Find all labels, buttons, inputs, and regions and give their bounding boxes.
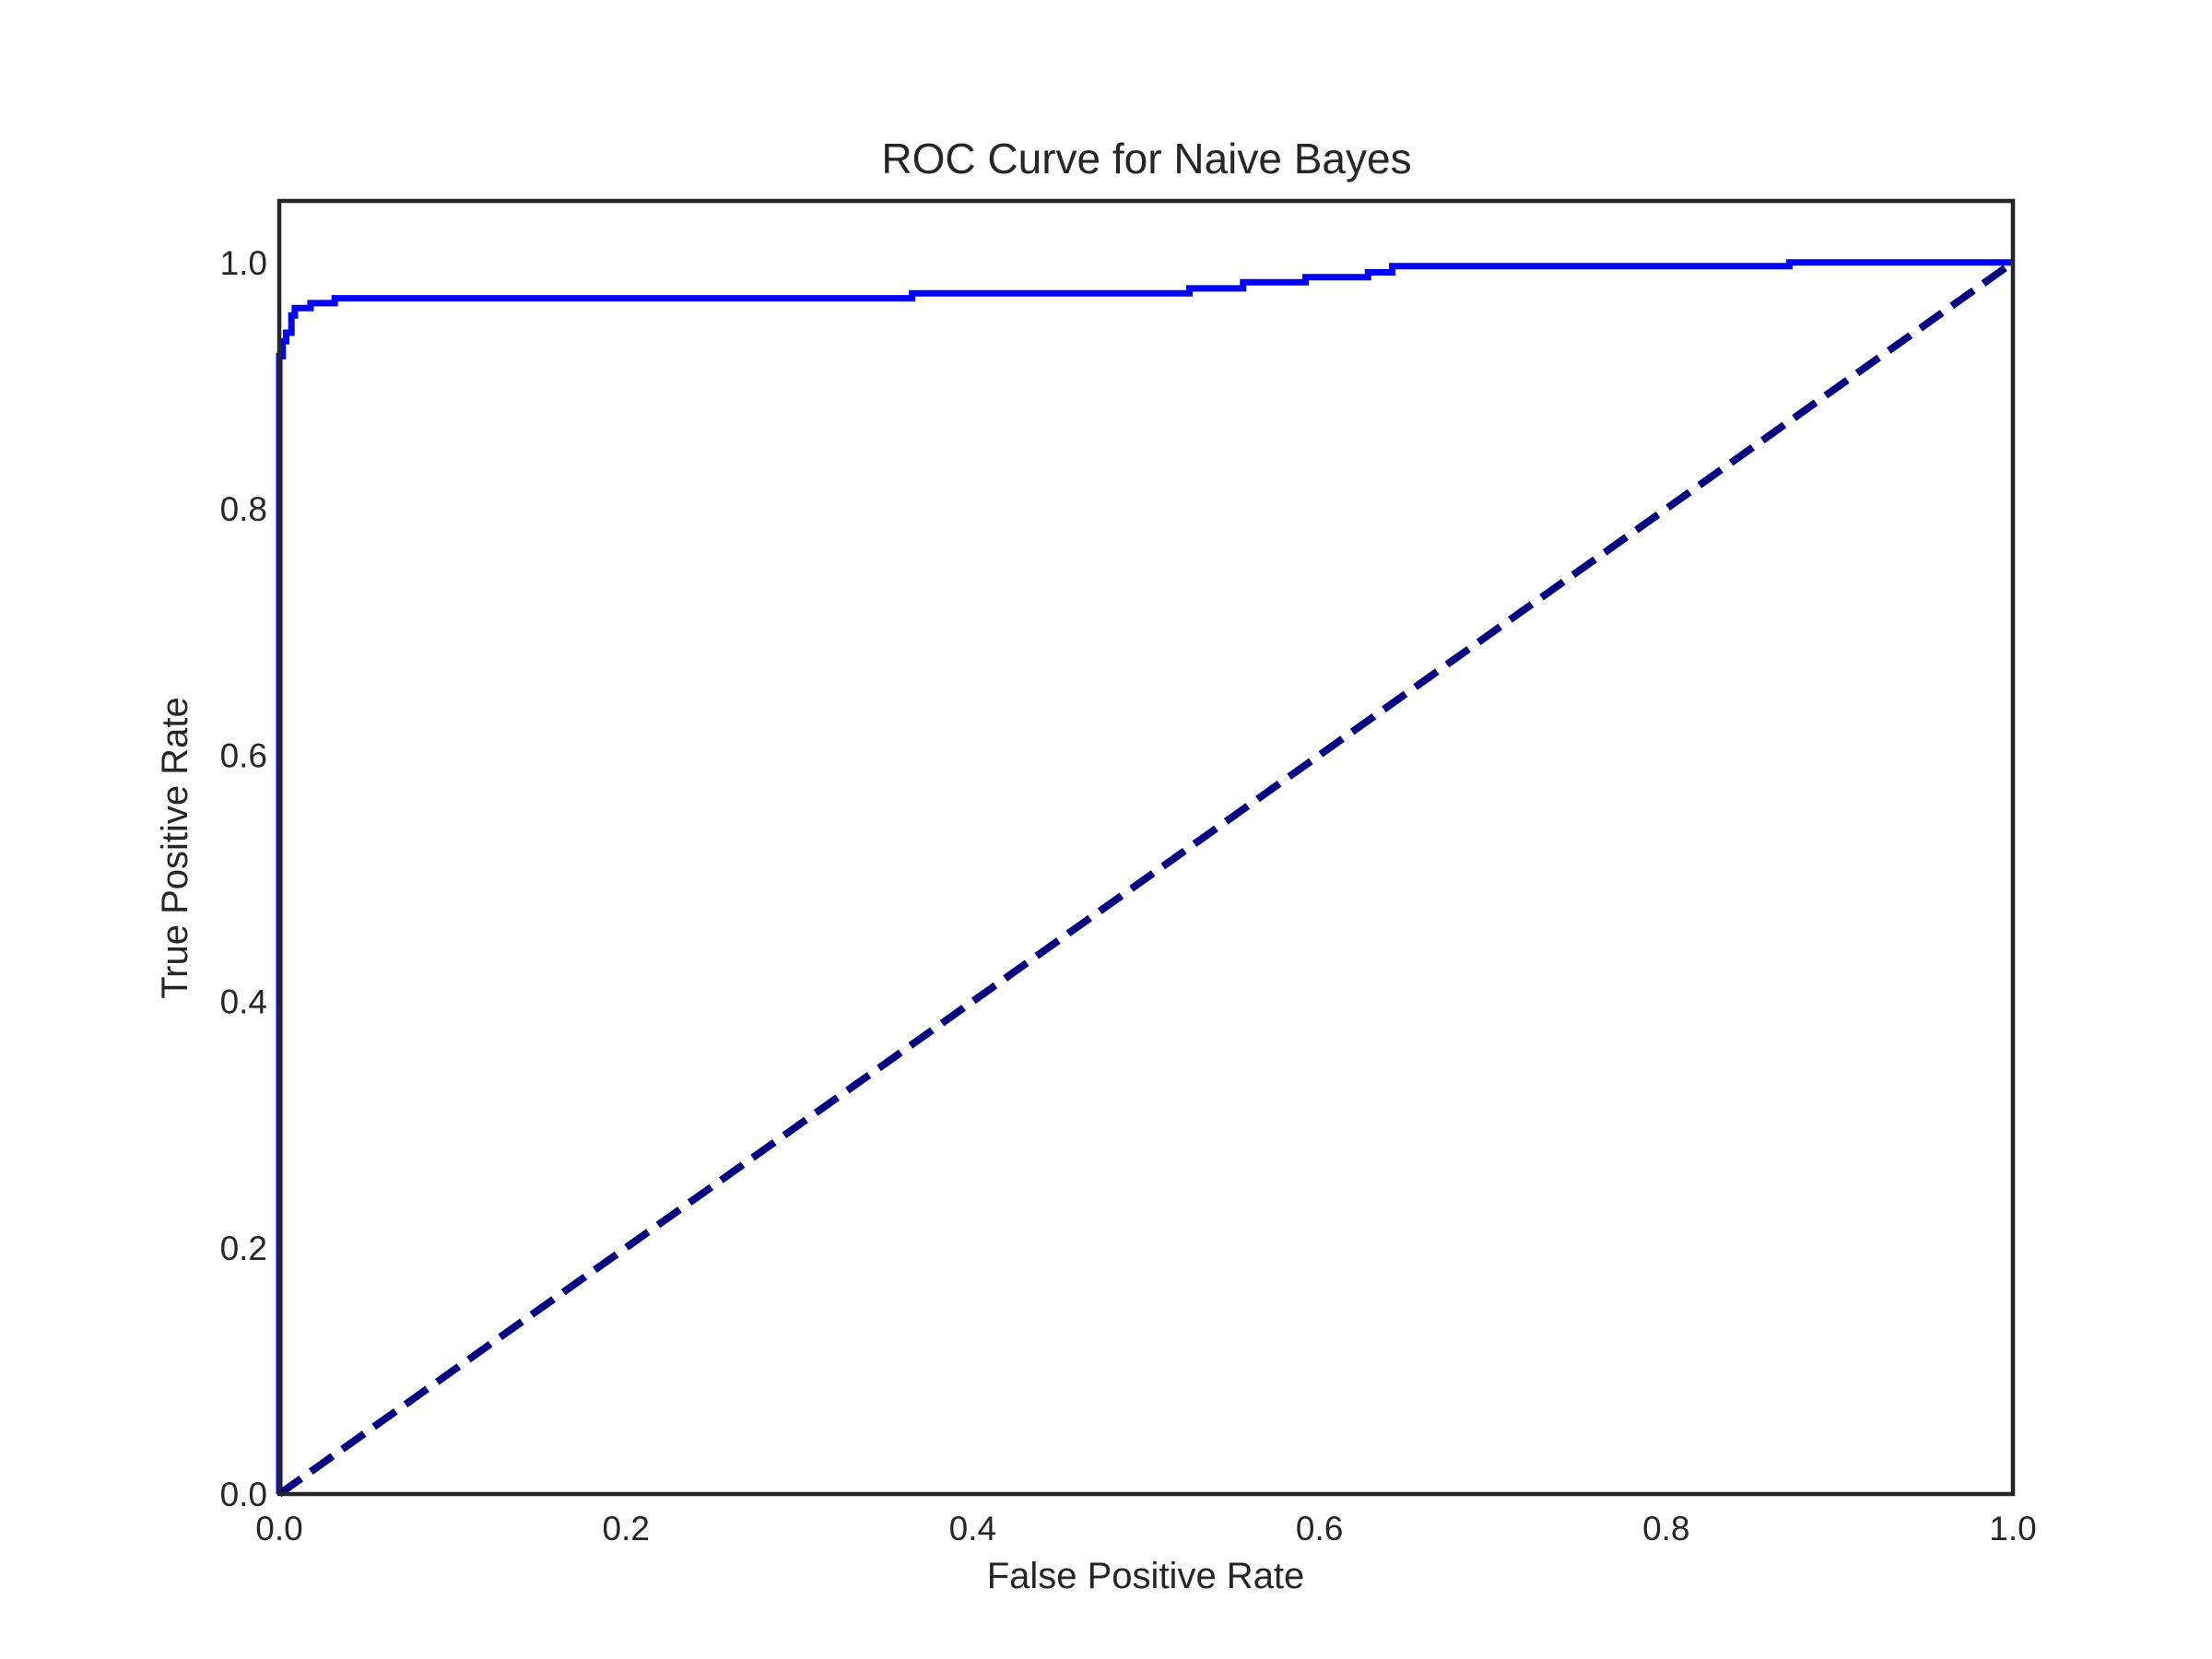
y-tick-label: 0.6 bbox=[220, 736, 267, 774]
y-tick-label: 1.0 bbox=[220, 244, 267, 282]
x-tick-label: 0.4 bbox=[949, 1510, 996, 1547]
x-tick-label: 0.0 bbox=[255, 1510, 302, 1547]
x-axis-ticks: 0.0 0.2 0.4 0.6 0.8 1.0 bbox=[255, 1510, 2036, 1547]
y-axis-ticks: 0.0 0.2 0.4 0.6 0.8 1.0 bbox=[220, 244, 267, 1513]
roc-curve-line bbox=[276, 259, 2013, 1494]
y-axis-label: True Positive Rate bbox=[155, 697, 195, 999]
x-tick-label: 1.0 bbox=[1989, 1510, 2036, 1547]
x-tick-label: 0.8 bbox=[1642, 1510, 1689, 1547]
chance-line bbox=[276, 259, 2016, 1498]
y-tick-label: 0.4 bbox=[220, 983, 267, 1021]
x-axis-label: False Positive Rate bbox=[987, 1556, 1305, 1596]
plot-frame bbox=[276, 198, 2016, 1497]
y-tick-label: 0.0 bbox=[220, 1476, 267, 1513]
x-tick-label: 0.2 bbox=[602, 1510, 649, 1547]
y-tick-label: 0.8 bbox=[220, 490, 267, 528]
plot-lines bbox=[276, 259, 2016, 1498]
chart-title: ROC Curve for Naive Bayes bbox=[881, 135, 1411, 182]
x-tick-label: 0.6 bbox=[1296, 1510, 1343, 1547]
y-tick-label: 0.2 bbox=[220, 1230, 267, 1267]
